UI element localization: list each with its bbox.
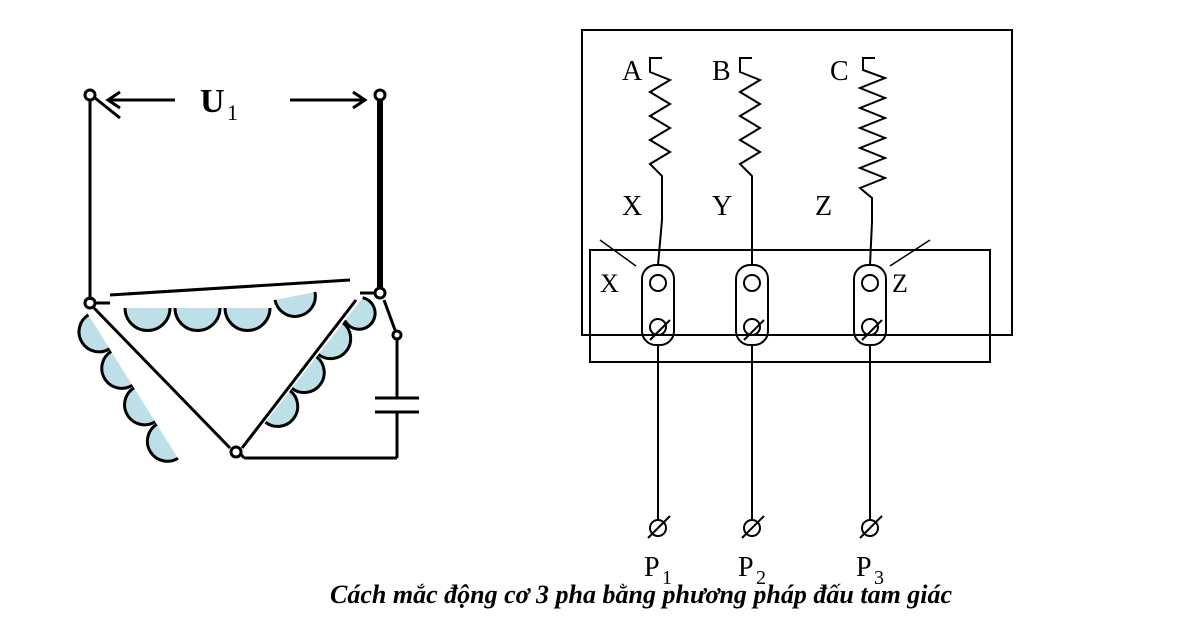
delta-schematic: U 1 [71, 83, 419, 469]
caption-text: Cách mắc động cơ 3 pha bằng phương pháp … [330, 580, 952, 610]
coil-right [265, 296, 381, 436]
svg-text:P: P [856, 552, 872, 583]
svg-text:Z: Z [815, 191, 832, 222]
svg-text:P: P [644, 552, 660, 583]
svg-text:Y: Y [712, 191, 732, 222]
terminal-wiring: A X B Y C Z X [582, 30, 1012, 589]
svg-text:P: P [738, 552, 754, 583]
svg-text:U: U [200, 83, 225, 120]
svg-text:C: C [830, 56, 849, 87]
svg-text:A: A [622, 56, 643, 87]
diagram-canvas: U 1 [0, 0, 1200, 631]
svg-text:B: B [712, 56, 731, 87]
svg-text:X: X [600, 269, 619, 298]
coil-top [125, 292, 315, 331]
svg-text:X: X [622, 191, 642, 222]
svg-text:Z: Z [892, 269, 908, 298]
voltage-sub: 1 [227, 100, 238, 125]
